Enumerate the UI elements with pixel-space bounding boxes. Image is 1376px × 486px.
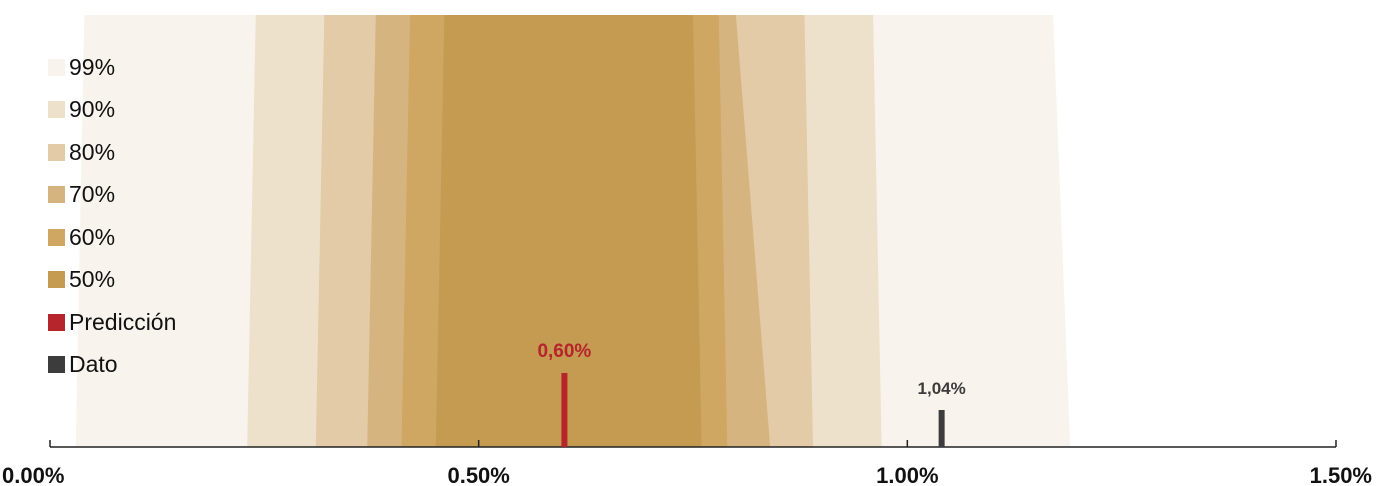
x-tick-label: 0.00% — [2, 463, 64, 486]
legend-item-60: 60% — [48, 216, 176, 259]
legend-label-70: 70% — [69, 181, 116, 208]
marker-label-prediccion: 0,60% — [537, 341, 591, 362]
legend-swatch-80 — [48, 143, 65, 161]
legend-swatch-dato — [48, 356, 65, 374]
markers: 0,60% 1,04% — [537, 341, 966, 447]
legend-swatch-prediccion — [48, 313, 65, 331]
x-axis-ticks: 0.00% 0.50% 1.00% 1.50% — [2, 440, 1372, 486]
legend-label-80: 80% — [69, 138, 116, 165]
marker-dato — [938, 410, 945, 447]
legend-swatch-90 — [48, 101, 65, 119]
legend-swatch-99 — [48, 58, 65, 76]
legend-label-50: 50% — [69, 266, 116, 293]
legend-label-90: 90% — [69, 96, 116, 123]
fan-bands — [75, 15, 1071, 447]
marker-prediccion — [561, 373, 568, 447]
fan-band-50 — [435, 15, 702, 447]
legend-label-dato: Dato — [69, 351, 118, 378]
legend-item-80: 80% — [48, 131, 176, 174]
x-tick-label: 1.00% — [876, 463, 938, 486]
legend: 99% 90% 80% 70% 60% 50% Predicción Dato — [48, 46, 176, 386]
marker-label-dato: 1,04% — [918, 379, 966, 398]
x-tick-label: 0.50% — [447, 463, 509, 486]
x-tick-label: 1.50% — [1310, 463, 1372, 486]
legend-swatch-60 — [48, 228, 65, 246]
legend-label-99: 99% — [69, 53, 116, 80]
legend-item-dato: Dato — [48, 344, 176, 387]
legend-item-90: 90% — [48, 89, 176, 132]
legend-item-70: 70% — [48, 174, 176, 217]
legend-swatch-70 — [48, 186, 65, 204]
legend-swatch-50 — [48, 271, 65, 289]
legend-item-50: 50% — [48, 259, 176, 302]
legend-label-60: 60% — [69, 223, 116, 250]
legend-item-99: 99% — [48, 46, 176, 89]
legend-item-prediccion: Predicción — [48, 301, 176, 344]
legend-label-prediccion: Predicción — [69, 308, 177, 335]
